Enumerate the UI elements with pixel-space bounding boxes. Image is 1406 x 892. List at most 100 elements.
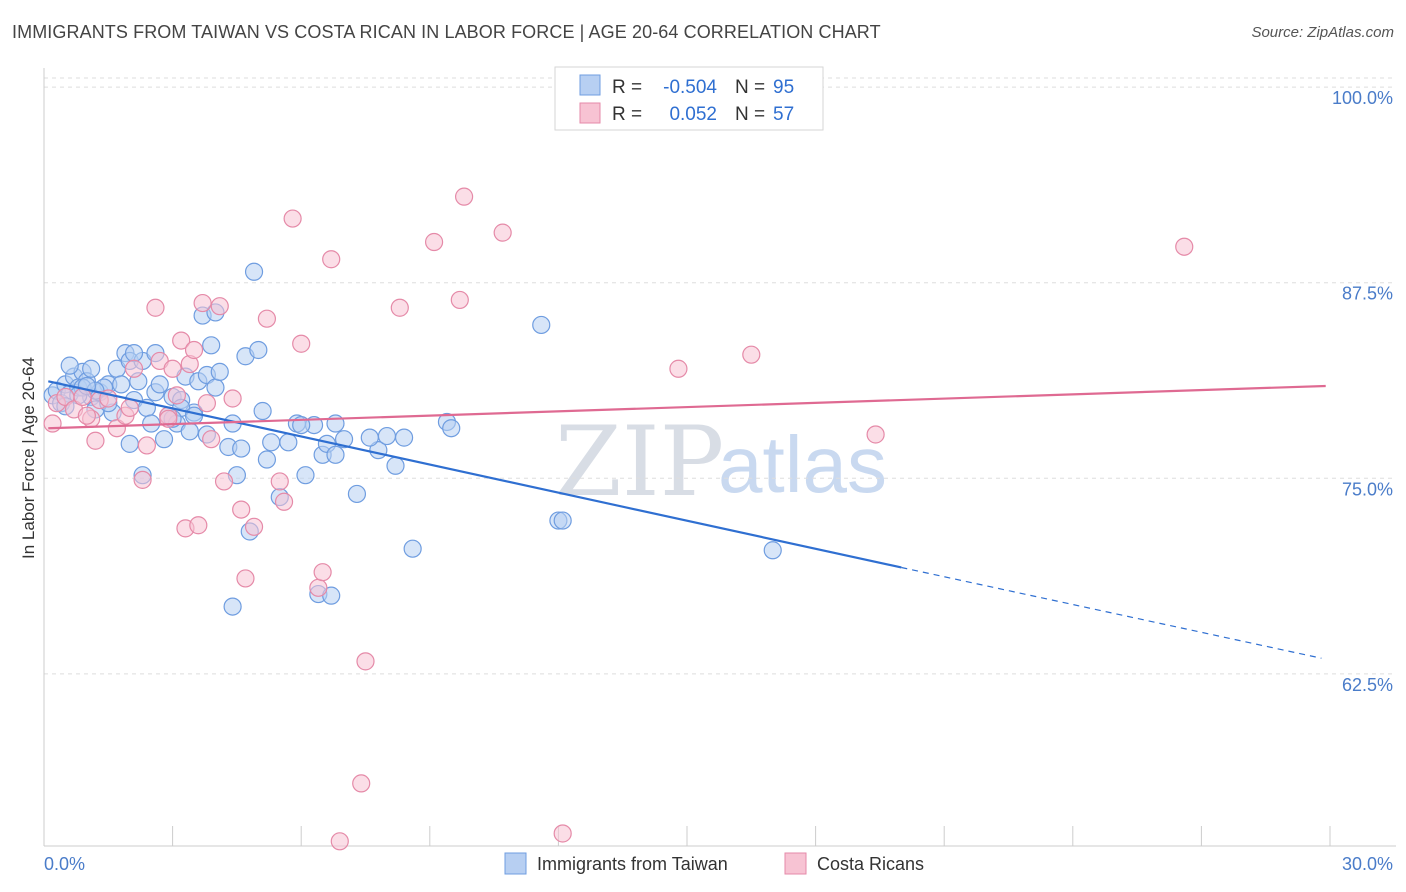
costa-rican-point bbox=[313, 563, 332, 582]
source-credit: Source: ZipAtlas.com bbox=[1251, 24, 1394, 41]
legend-n-label-costa-rican: N = bbox=[735, 104, 765, 125]
legend-n-value-costa-rican: 57 bbox=[773, 104, 794, 125]
costa-rican-point bbox=[493, 223, 512, 242]
legend-r-label-taiwan: R = bbox=[612, 77, 642, 98]
x-tick-label: 30.0% bbox=[1342, 854, 1393, 874]
x-ticks bbox=[43, 826, 1331, 846]
chart-title: IMMIGRANTS FROM TAIWAN VS COSTA RICAN IN… bbox=[12, 22, 881, 42]
stats-legend: R = -0.504 N = 95 R = 0.052 N = 57 bbox=[554, 66, 824, 131]
costa-rican-point bbox=[866, 425, 885, 444]
costa-rican-point bbox=[1175, 237, 1194, 256]
costa-rican-point bbox=[43, 414, 62, 433]
taiwan-point bbox=[347, 484, 367, 504]
costa-rican-point bbox=[184, 340, 204, 360]
taiwan-point bbox=[206, 378, 225, 397]
bottom-legend-label-taiwan[interactable]: Immigrants from Taiwan bbox=[537, 854, 728, 874]
bottom-legend-swatch-taiwan[interactable] bbox=[504, 852, 527, 875]
legend-r-value-taiwan: -0.504 bbox=[663, 77, 717, 98]
legend-swatch-taiwan bbox=[579, 74, 601, 96]
costa-rican-point bbox=[236, 569, 255, 588]
taiwan-point bbox=[249, 340, 268, 360]
taiwan-trend-line bbox=[48, 380, 902, 569]
taiwan-point bbox=[154, 430, 174, 449]
taiwan-point bbox=[82, 359, 101, 378]
taiwan-point bbox=[244, 262, 264, 281]
y-tick-label: 100.0% bbox=[1332, 88, 1393, 108]
y-tick-labels: 100.0% 87.5% 75.0% 62.5% bbox=[1332, 88, 1393, 695]
trend-lines bbox=[48, 380, 1326, 659]
taiwan-point bbox=[334, 430, 354, 449]
costa-rican-point bbox=[193, 293, 212, 313]
taiwan-point bbox=[394, 428, 414, 447]
costa-rican-point bbox=[210, 297, 229, 316]
costa-rican-point bbox=[107, 419, 126, 438]
taiwan-point bbox=[296, 466, 315, 485]
costa-rican-point bbox=[283, 209, 302, 228]
costa-rican-point bbox=[454, 187, 474, 206]
taiwan-point bbox=[210, 362, 229, 381]
costa-rican-point bbox=[124, 359, 144, 378]
legend-swatch-costa-rican bbox=[579, 102, 601, 124]
taiwan-point bbox=[184, 406, 204, 425]
series-legend: Immigrants from Taiwan Costa Ricans bbox=[504, 852, 924, 875]
x-tick-labels: 0.0% 30.0% bbox=[44, 854, 1393, 874]
y-axis-label: In Labor Force | Age 20-64 bbox=[19, 357, 38, 559]
costa-rican-point bbox=[120, 398, 139, 417]
bottom-legend-swatch-costa-rican[interactable] bbox=[784, 852, 807, 875]
watermark-atlas: atlas bbox=[718, 420, 887, 509]
taiwan-point bbox=[442, 419, 461, 438]
costa-rican-point bbox=[292, 334, 311, 353]
costa-rican-point bbox=[274, 492, 294, 511]
taiwan-point bbox=[386, 456, 405, 475]
taiwan-point bbox=[360, 428, 379, 447]
costa-rican-point bbox=[137, 436, 156, 455]
costa-rican-point bbox=[167, 386, 186, 405]
taiwan-point bbox=[253, 401, 272, 421]
taiwan-point bbox=[403, 539, 422, 558]
taiwan-point bbox=[180, 422, 199, 441]
costa-rican-point bbox=[322, 250, 341, 269]
taiwan-point bbox=[124, 344, 144, 363]
costa-rican-point bbox=[257, 309, 277, 328]
y-tick-label: 75.0% bbox=[1342, 479, 1393, 499]
legend-r-label-costa-rican: R = bbox=[612, 104, 642, 125]
taiwan-point bbox=[763, 541, 782, 560]
costa-rican-point bbox=[309, 578, 328, 597]
taiwan-point bbox=[223, 597, 242, 616]
axes bbox=[43, 68, 1396, 847]
bottom-legend-label-costa-rican[interactable]: Costa Ricans bbox=[817, 854, 924, 874]
taiwan-point bbox=[377, 426, 397, 446]
costa-rican-point bbox=[244, 517, 264, 536]
legend-r-value-costa-rican: 0.052 bbox=[669, 104, 717, 125]
costa-rican-point bbox=[356, 652, 375, 671]
legend-n-label-taiwan: N = bbox=[735, 77, 765, 98]
costa-rican-point bbox=[232, 500, 251, 519]
taiwan-point bbox=[150, 375, 169, 394]
x-tick-label: 0.0% bbox=[44, 854, 85, 874]
taiwan-point bbox=[112, 375, 131, 394]
costa-rican-point bbox=[330, 832, 349, 851]
costa-rican-point bbox=[86, 431, 105, 450]
taiwan-point bbox=[232, 439, 251, 458]
taiwan-point bbox=[532, 315, 551, 335]
taiwan-trend-extension bbox=[901, 566, 1322, 659]
costa-rican-points bbox=[43, 187, 1194, 851]
taiwan-point bbox=[120, 434, 139, 453]
costa-rican-point bbox=[197, 394, 216, 413]
y-tick-label: 62.5% bbox=[1342, 675, 1393, 695]
costa-rican-point bbox=[390, 298, 409, 317]
y-tick-label: 87.5% bbox=[1342, 284, 1393, 304]
costa-rican-point bbox=[742, 345, 761, 364]
taiwan-point bbox=[202, 336, 221, 355]
taiwan-point bbox=[257, 450, 277, 469]
watermark-zip: ZIP bbox=[555, 406, 724, 518]
costa-rican-point bbox=[146, 298, 165, 317]
taiwan-point bbox=[279, 433, 298, 452]
costa-rican-point bbox=[223, 389, 242, 408]
taiwan-point bbox=[60, 356, 79, 375]
taiwan-point bbox=[262, 433, 281, 452]
taiwan-point bbox=[326, 445, 345, 464]
costa-rican-point bbox=[450, 290, 469, 310]
costa-rican-point bbox=[214, 472, 234, 491]
